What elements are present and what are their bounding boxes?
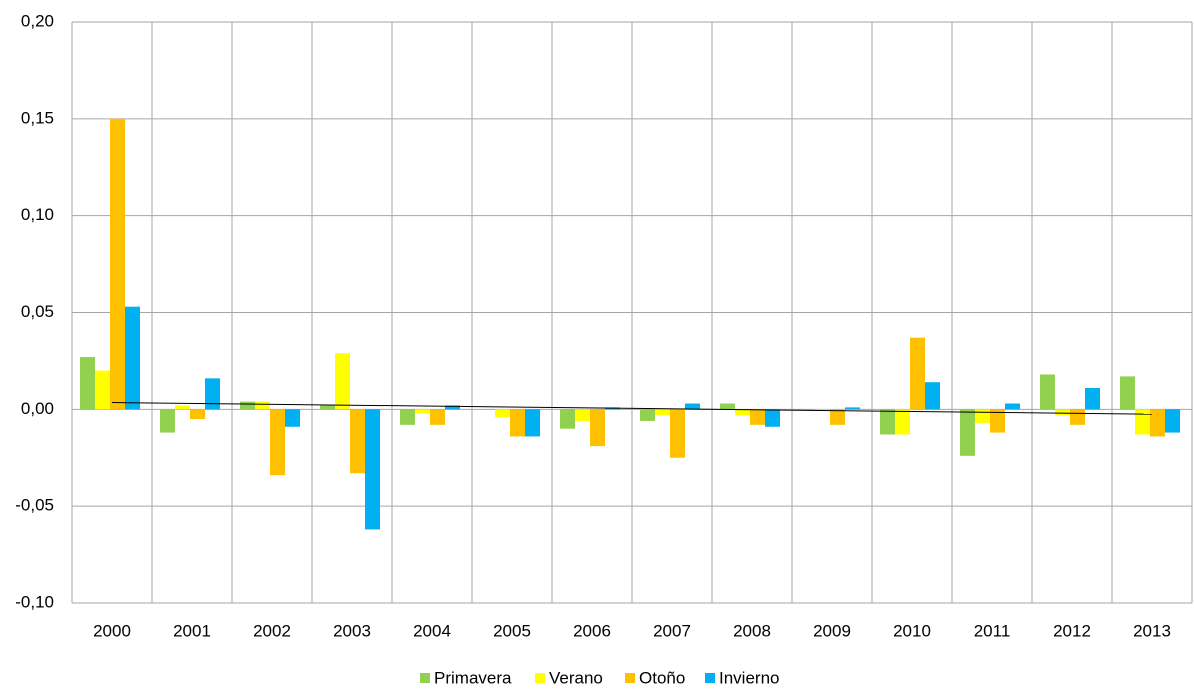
bar: [1165, 409, 1180, 433]
bar: [1150, 409, 1165, 437]
legend-swatch: [420, 673, 430, 683]
x-tick-label: 2013: [1133, 621, 1171, 640]
legend-label: Primavera: [434, 668, 512, 686]
bar: [400, 409, 415, 425]
bar: [560, 409, 575, 429]
bar: [1005, 403, 1020, 410]
x-tick-label: 2006: [573, 621, 611, 640]
bar: [575, 409, 590, 421]
bar: [1040, 374, 1055, 410]
legend-label: Verano: [549, 668, 603, 686]
legend-label: Otoño: [639, 668, 685, 686]
bar: [430, 409, 445, 425]
bar: [255, 401, 270, 410]
bar: [270, 409, 285, 476]
y-tick-label: 0,05: [21, 302, 54, 321]
x-tick-label: 2005: [493, 621, 531, 640]
bar: [160, 409, 175, 433]
bar: [655, 409, 670, 416]
x-tick-label: 2009: [813, 621, 851, 640]
bar: [205, 378, 220, 410]
legend-label: Invierno: [719, 668, 779, 686]
bar: [670, 409, 685, 458]
bar: [640, 409, 655, 421]
bar: [990, 409, 1005, 433]
bar: [685, 403, 700, 410]
bar: [480, 409, 495, 410]
bar: [510, 409, 525, 437]
bar: [925, 382, 940, 410]
y-tick-label: -0,05: [15, 496, 54, 515]
bar: [125, 306, 140, 410]
x-tick-label: 2004: [413, 621, 451, 640]
x-tick-label: 2008: [733, 621, 771, 640]
x-tick-label: 2000: [93, 621, 131, 640]
bar: [910, 337, 925, 410]
legend-swatch: [625, 673, 635, 683]
bar: [720, 403, 735, 410]
bar: [830, 409, 845, 425]
y-tick-label: 0,10: [21, 205, 54, 224]
bar: [285, 409, 300, 427]
bar: [190, 409, 205, 420]
bar: [335, 353, 350, 410]
bar: [1055, 409, 1070, 416]
bar: [960, 409, 975, 456]
bar: [895, 409, 910, 435]
x-tick-label: 2010: [893, 621, 931, 640]
bar: [320, 405, 335, 410]
bar: [80, 357, 95, 410]
bar: [350, 409, 365, 474]
bar: [1120, 376, 1135, 410]
bar: [95, 370, 110, 410]
x-tick-label: 2001: [173, 621, 211, 640]
bar: [815, 409, 830, 410]
bar: [800, 409, 815, 410]
bar: [365, 409, 380, 530]
bar: [590, 409, 605, 447]
bar: [495, 409, 510, 418]
bar: [240, 401, 255, 410]
bar: [765, 409, 780, 427]
bar: [750, 409, 765, 425]
bar: [735, 409, 750, 416]
x-tick-label: 2012: [1053, 621, 1091, 640]
bar: [1070, 409, 1085, 425]
x-tick-label: 2003: [333, 621, 371, 640]
trend-line: [111, 402, 1153, 415]
bar: [1085, 388, 1100, 410]
y-tick-label: 0,15: [21, 108, 54, 127]
x-tick-label: 2007: [653, 621, 691, 640]
bar: [845, 407, 860, 410]
bar: [110, 118, 125, 410]
bar: [175, 405, 190, 410]
bar: [975, 409, 990, 423]
y-tick-label: 0,00: [21, 399, 54, 418]
y-tick-label: -0,10: [15, 592, 54, 611]
bar: [525, 409, 540, 437]
legend-swatch: [705, 673, 715, 683]
bar: [1135, 409, 1150, 435]
bar: [445, 405, 460, 410]
x-tick-label: 2002: [253, 621, 291, 640]
x-tick-label: 2011: [974, 621, 1011, 640]
bar: [880, 409, 895, 435]
bar: [415, 409, 430, 414]
y-tick-label: 0,20: [21, 11, 54, 30]
legend-swatch: [535, 673, 545, 683]
